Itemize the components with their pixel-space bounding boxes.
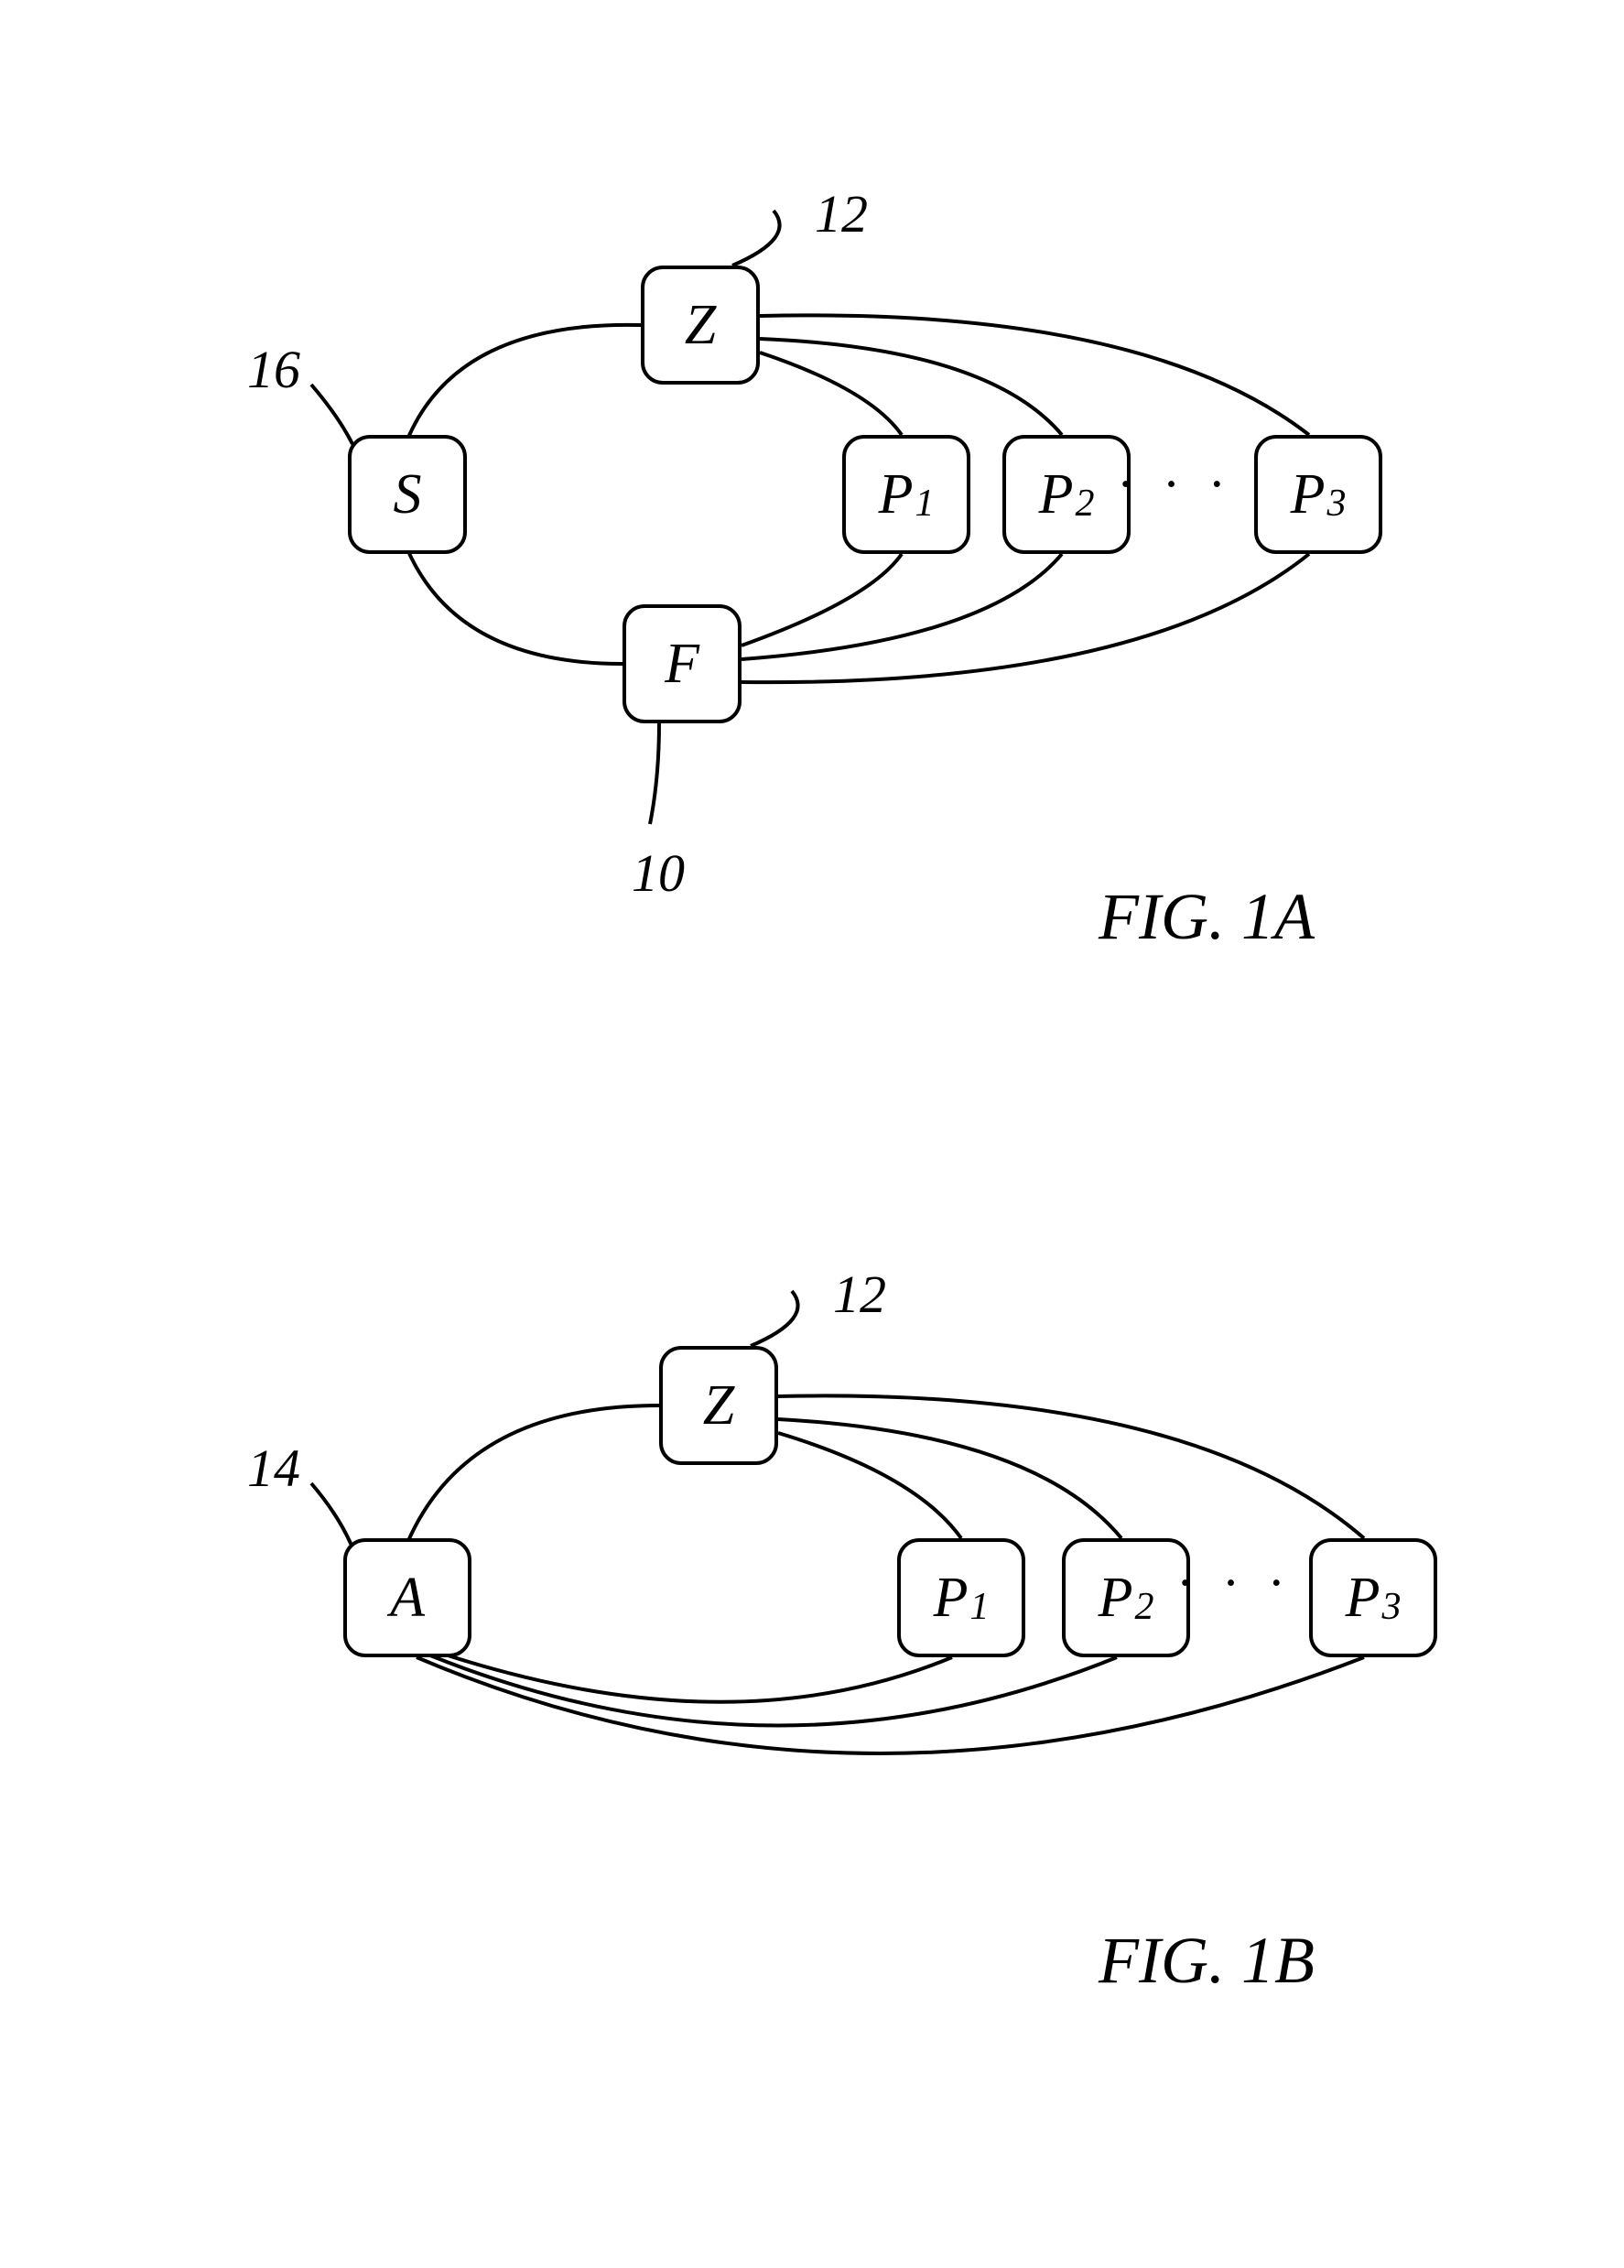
edge-F-P3 [742, 554, 1309, 682]
leader-line [311, 1483, 352, 1547]
leader-line [732, 211, 780, 266]
node-s: S [348, 435, 467, 554]
node-subscript: 2 [1134, 1585, 1153, 1629]
node-subscript: 1 [915, 482, 934, 526]
leader-line [751, 1291, 798, 1346]
edge-A-P3 [417, 1657, 1364, 1753]
node-subscript: 3 [1326, 482, 1346, 526]
ellipsis-dots: · · · [1117, 453, 1233, 515]
ellipsis-dots: · · · [1176, 1552, 1293, 1613]
node-p1: P1 [897, 1538, 1025, 1657]
edge-Z-P1 [760, 353, 902, 435]
node-p3: P3 [1254, 435, 1382, 554]
node-z: Z [641, 266, 760, 385]
leader-line [311, 385, 352, 444]
node-p3: P3 [1309, 1538, 1437, 1657]
node-f: F [623, 604, 742, 723]
node-subscript: 1 [969, 1585, 989, 1629]
ref-label-12: 12 [815, 183, 868, 244]
node-label: P [879, 462, 914, 527]
node-label: F [665, 632, 699, 697]
ref-label-12: 12 [833, 1264, 886, 1325]
node-label: A [390, 1566, 425, 1631]
edge-S-Z [407, 325, 641, 439]
edge-A-P2 [430, 1655, 1117, 1726]
edge-Z-P3 [760, 315, 1309, 435]
ref-label-10: 10 [632, 842, 685, 904]
edge-Z-P3 [778, 1395, 1364, 1538]
edge-A-P1 [439, 1653, 952, 1702]
edge-Z-P1 [778, 1433, 961, 1538]
edges-layer [0, 0, 1624, 2268]
edge-F-P1 [742, 554, 902, 646]
edge-A-Z [407, 1405, 659, 1543]
ref-label-14: 14 [247, 1438, 300, 1499]
node-subscript: 2 [1075, 482, 1094, 526]
node-label: P [1291, 462, 1326, 527]
node-label: P [1099, 1566, 1133, 1631]
node-label: P [1039, 462, 1074, 527]
edge-S-F [407, 549, 623, 664]
node-a: A [343, 1538, 471, 1657]
edge-F-P2 [742, 554, 1062, 659]
node-label: Z [685, 293, 716, 358]
node-label: P [1346, 1566, 1380, 1631]
ref-label-16: 16 [247, 339, 300, 400]
node-z: Z [659, 1346, 778, 1465]
edge-Z-P2 [778, 1419, 1121, 1538]
node-p2: P2 [1062, 1538, 1190, 1657]
node-label: P [934, 1566, 969, 1631]
node-subscript: 3 [1381, 1585, 1401, 1629]
node-p1: P1 [842, 435, 970, 554]
figure-caption: FIG. 1A [1099, 879, 1315, 955]
node-label: S [394, 462, 422, 527]
figure-caption: FIG. 1B [1099, 1923, 1315, 1999]
leader-line [650, 723, 659, 824]
node-label: Z [703, 1373, 734, 1438]
node-p2: P2 [1002, 435, 1131, 554]
edge-Z-P2 [760, 339, 1062, 435]
